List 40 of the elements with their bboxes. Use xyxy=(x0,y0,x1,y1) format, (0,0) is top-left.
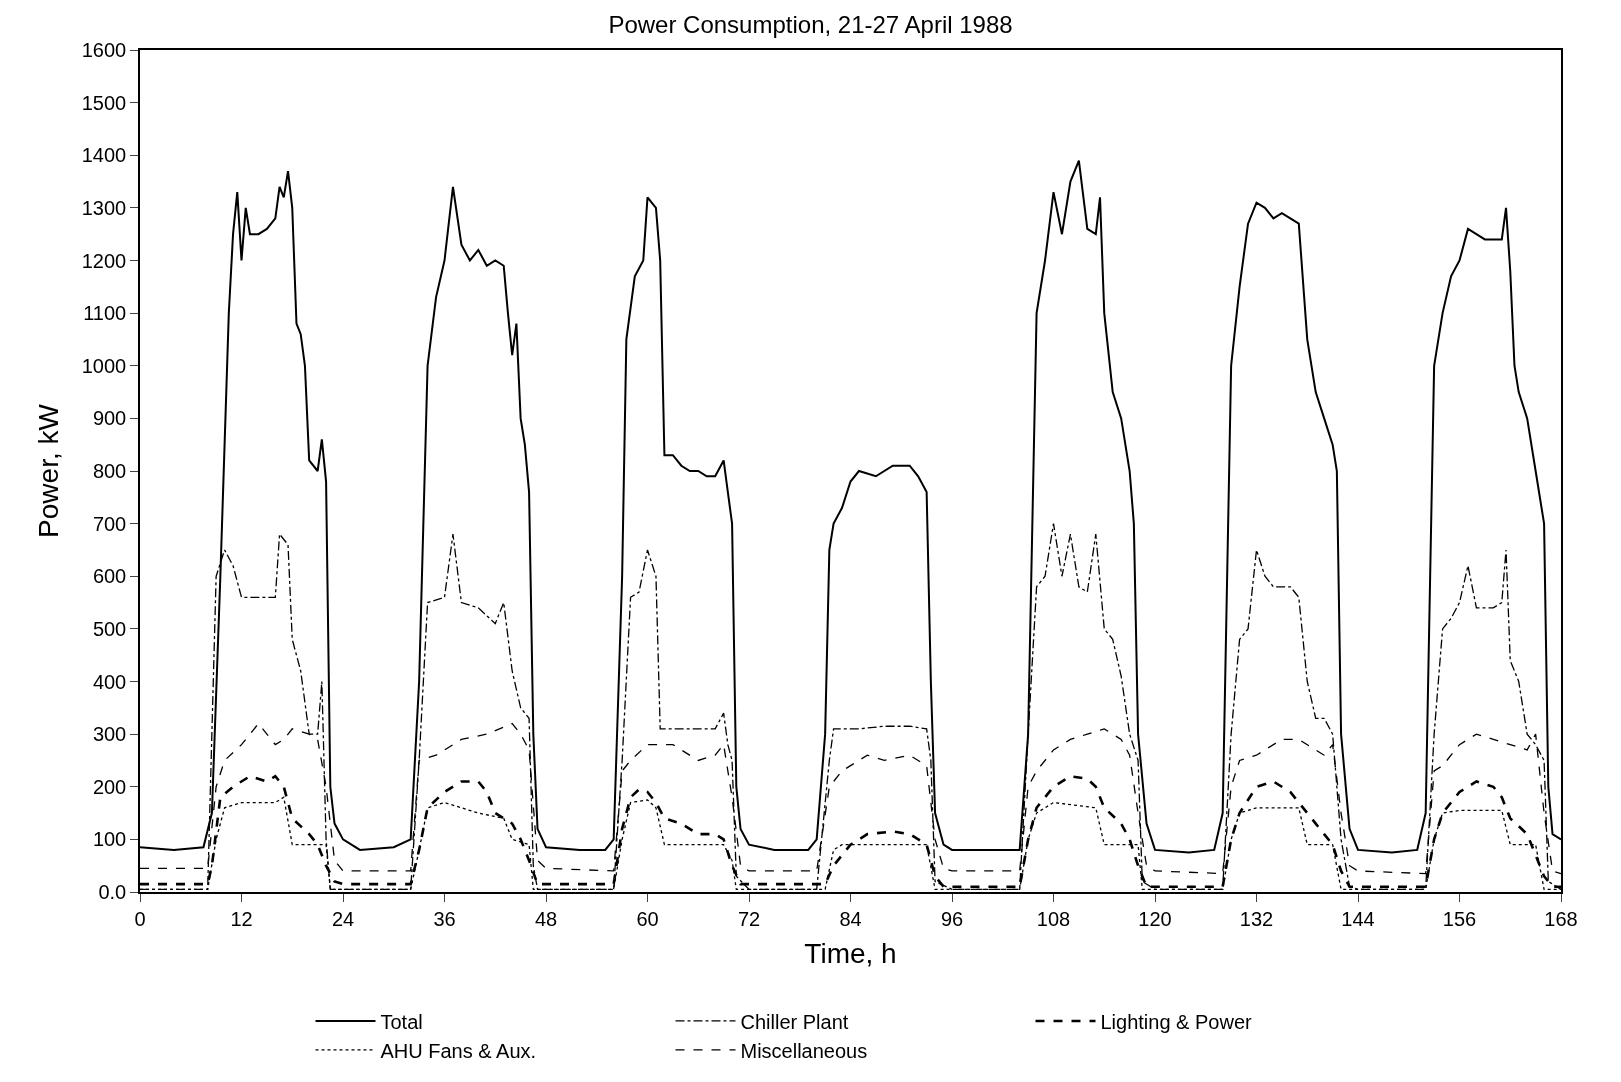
x-tick-label: 132 xyxy=(1239,907,1274,930)
y-tick-label: 0.0 xyxy=(98,881,127,903)
legend-label: Chiller Plant xyxy=(740,1010,849,1033)
legend-label: Miscellaneous xyxy=(740,1039,868,1062)
y-tick-label: 1500 xyxy=(81,91,127,114)
legend-label: AHU Fans & Aux. xyxy=(380,1039,537,1062)
x-tick-label: 12 xyxy=(230,907,253,930)
legend-label: Lighting & Power xyxy=(1100,1010,1253,1033)
x-tick-label: 108 xyxy=(1036,907,1071,930)
y-tick-label: 900 xyxy=(92,407,127,430)
legend-label: Total xyxy=(380,1010,423,1033)
x-axis-title: Time, h xyxy=(804,938,897,970)
x-tick-label: 48 xyxy=(534,907,558,930)
y-tick-label: 1100 xyxy=(83,302,127,325)
x-tick-label: 168 xyxy=(1544,907,1578,930)
x-tick-label: 60 xyxy=(636,907,659,930)
y-axis-title: Power, kW xyxy=(32,403,64,538)
y-tick-label: 400 xyxy=(92,670,127,693)
y-tick-label: 700 xyxy=(92,512,127,535)
x-tick-label: 72 xyxy=(737,907,761,930)
y-tick-label: 600 xyxy=(92,565,127,588)
x-tick-label: 156 xyxy=(1442,907,1477,930)
x-tick-label: 84 xyxy=(839,907,862,930)
y-tick-label: 800 xyxy=(92,460,127,482)
chart-title: Power Consumption, 21-27 April 1988 xyxy=(608,11,1013,39)
y-tick-label: 200 xyxy=(92,775,127,798)
y-tick-label: 1200 xyxy=(81,249,127,272)
y-tick-label: 300 xyxy=(92,723,127,746)
y-tick-label: 1400 xyxy=(81,144,127,167)
x-tick-label: 0 xyxy=(134,907,146,930)
x-tick-label: 120 xyxy=(1138,907,1172,930)
y-tick-label: 1000 xyxy=(81,354,127,377)
y-tick-label: 1300 xyxy=(81,196,127,219)
x-tick-label: 96 xyxy=(940,907,964,930)
x-tick-label: 144 xyxy=(1341,907,1375,930)
y-tick-label: 100 xyxy=(92,828,127,851)
y-tick-label: 500 xyxy=(92,617,127,640)
y-tick-label: 1600 xyxy=(81,39,127,61)
x-tick-label: 24 xyxy=(331,907,355,930)
x-tick-label: 36 xyxy=(433,907,456,930)
